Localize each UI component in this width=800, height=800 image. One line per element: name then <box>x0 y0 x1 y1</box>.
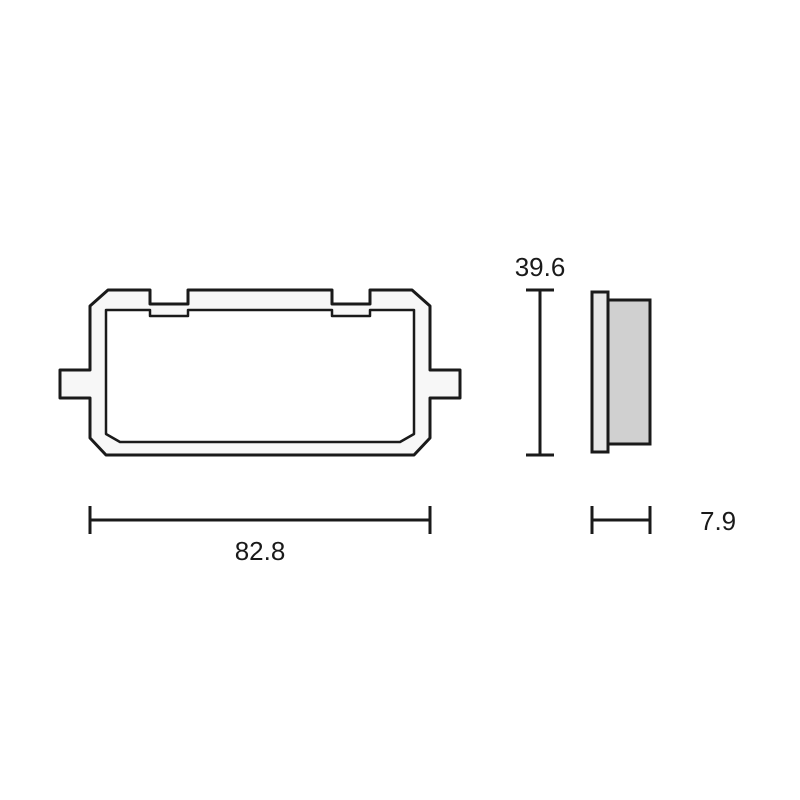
side-view <box>592 292 650 452</box>
brake-pad-dimension-diagram: 82.8 39.6 7.9 <box>0 0 800 800</box>
friction-pad-outline <box>106 310 414 442</box>
thickness-dimension: 7.9 <box>592 506 736 536</box>
side-backing-plate <box>592 292 608 452</box>
thickness-label: 7.9 <box>700 506 736 536</box>
front-view <box>60 290 460 455</box>
side-friction-material <box>608 300 650 444</box>
width-label: 82.8 <box>235 536 286 566</box>
height-label: 39.6 <box>515 252 566 282</box>
height-dimension: 39.6 <box>515 252 566 455</box>
width-dimension: 82.8 <box>90 506 430 566</box>
diagram-svg: 82.8 39.6 7.9 <box>0 0 800 800</box>
